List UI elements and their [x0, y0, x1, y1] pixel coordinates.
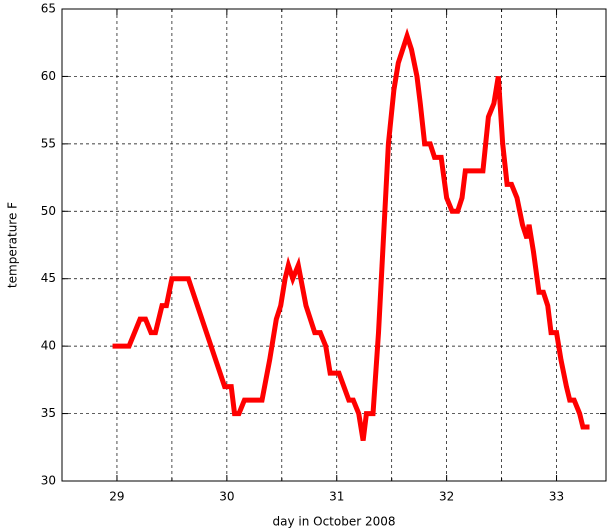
plot-frame	[61, 8, 607, 482]
y-tick-label: 55	[41, 136, 56, 150]
y-tick-label: 45	[41, 271, 56, 285]
y-tick-label: 35	[41, 406, 56, 420]
x-tick-label: 29	[109, 490, 124, 504]
y-tick-label: 65	[41, 2, 56, 16]
y-tick-label: 40	[41, 339, 56, 353]
x-axis-label: day in October 2008	[272, 515, 395, 529]
data-line	[112, 27, 590, 441]
x-tick-label: 31	[329, 490, 344, 504]
y-tick-label: 50	[41, 204, 56, 218]
x-tick-label: 32	[439, 490, 454, 504]
y-tick-label: 30	[41, 474, 56, 488]
y-axis-label: temperature F	[6, 202, 20, 288]
x-tick-label: 30	[219, 490, 234, 504]
x-tick-label: 33	[549, 490, 564, 504]
y-tick-label: 60	[41, 69, 56, 83]
